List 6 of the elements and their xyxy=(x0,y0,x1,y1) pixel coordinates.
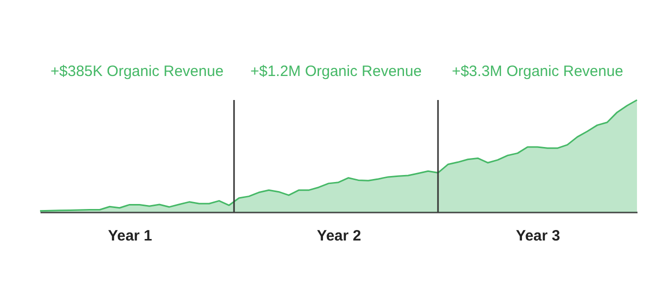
text: +$3.3M Organic Revenue xyxy=(452,63,624,80)
x-tick-label: Year 1 xyxy=(108,228,152,244)
x-tick-label: Year 2 xyxy=(316,228,362,244)
x-tick-label: Year 3 xyxy=(516,228,560,244)
text: +$1.2M Organic Revenue xyxy=(250,63,422,80)
text: +$385K Organic Revenue xyxy=(50,63,224,80)
